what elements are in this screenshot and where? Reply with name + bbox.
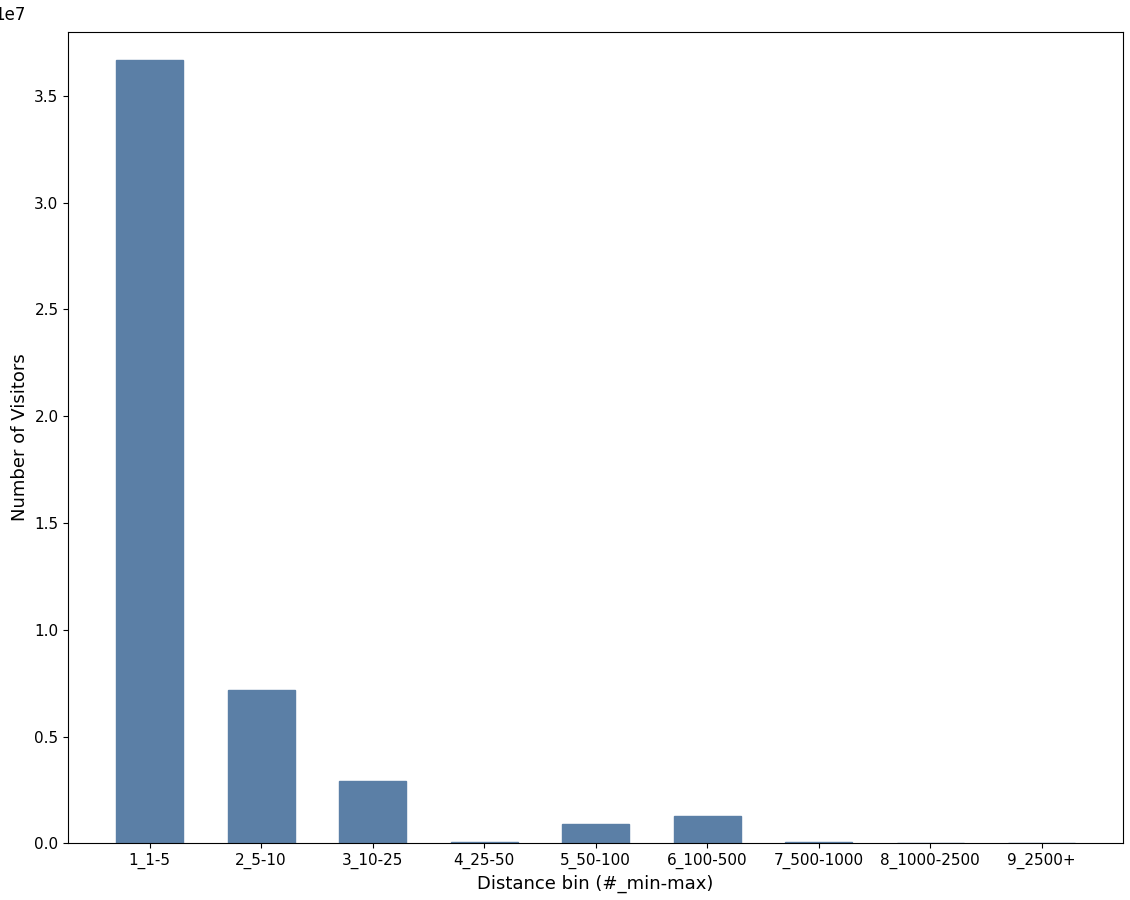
Bar (451, 842, 518, 843)
Bar (673, 815, 740, 843)
Bar (563, 824, 629, 843)
X-axis label: Distance bin (#_min-max): Distance bin (#_min-max) (478, 875, 714, 893)
Bar (227, 689, 295, 843)
Bar (785, 842, 852, 843)
Text: 1e7: 1e7 (0, 5, 26, 23)
Y-axis label: Number of Visitors: Number of Visitors (10, 354, 28, 521)
Bar (116, 59, 183, 843)
Bar (339, 781, 406, 843)
